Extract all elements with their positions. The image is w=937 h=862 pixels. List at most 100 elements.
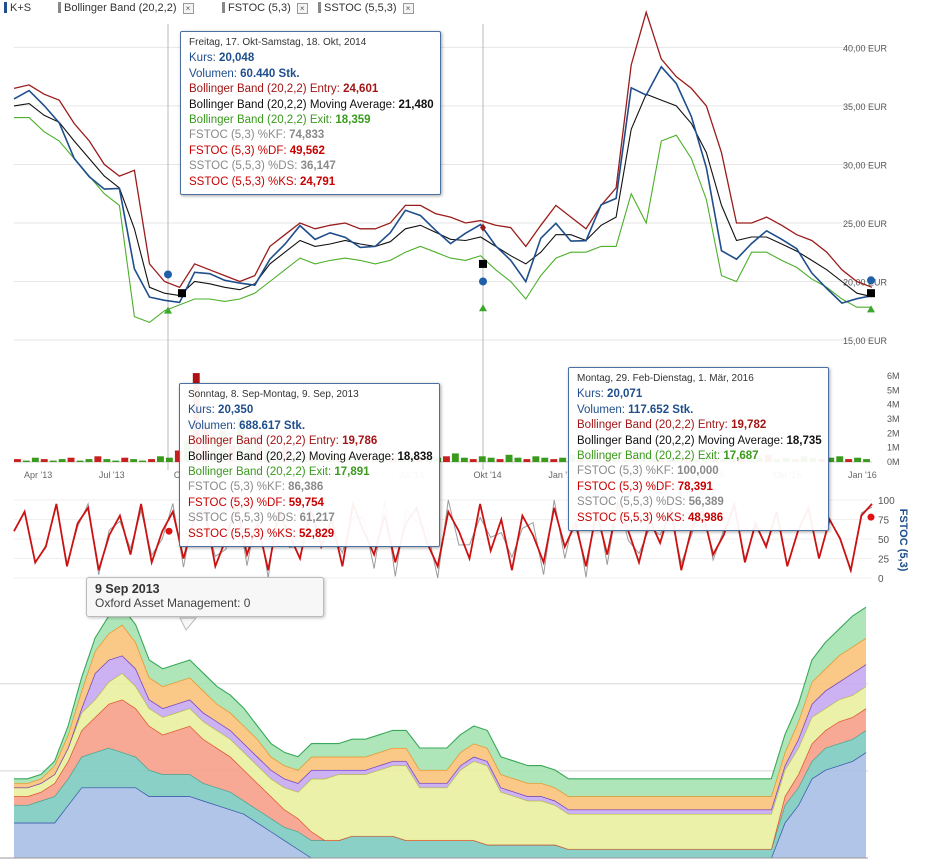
chart-legend: K+S Bollinger Band (20,2,2) × FSTOC (5,3)…: [0, 0, 937, 18]
area-layer: [14, 730, 866, 858]
y-tick-label: 40,00 EUR: [843, 43, 888, 53]
volume-bar: [121, 457, 129, 462]
osc-tick-label: 50: [878, 535, 890, 546]
tooltip-row: SSTOC (5,5,3) %KS: 52,829: [188, 527, 335, 540]
volume-bar: [174, 450, 182, 462]
volume-bar: [139, 460, 146, 462]
x-tick-label: Jul '13: [99, 470, 125, 480]
legend-item-sstoc[interactable]: SSTOC (5,5,3) ×: [318, 2, 414, 14]
volume-tick-label: 2M: [887, 428, 900, 438]
volume-bar: [836, 456, 844, 462]
area-layer: [14, 673, 866, 850]
tooltip-row: Bollinger Band (20,2,2) Exit: 17,891: [188, 466, 370, 479]
volume-tick-label: 4M: [887, 400, 900, 410]
osc-tick-label: 0: [878, 574, 884, 585]
close-icon[interactable]: ×: [182, 3, 194, 14]
volume-bar: [827, 457, 835, 462]
osc-tick-label: 100: [878, 496, 895, 507]
legend-item-bollinger[interactable]: Bollinger Band (20,2,2) ×: [58, 2, 194, 14]
volume-bar: [532, 456, 540, 462]
tooltip-row: Bollinger Band (20,2,2) Exit: 17,687: [577, 450, 759, 463]
volume-bar: [451, 453, 459, 462]
y-tick-label: 30,00 EUR: [843, 160, 888, 170]
volume-bar: [514, 457, 522, 462]
callout-text: Oxford Asset Management: 0: [95, 596, 251, 610]
tooltip-row: Volumen: 688.617 Stk.: [188, 419, 306, 432]
tooltip-oct-2014: Freitag, 17. Okt-Samstag, 18. Okt, 2014 K…: [180, 31, 441, 196]
tooltip-row: Bollinger Band (20,2,2) Moving Average: …: [188, 450, 433, 463]
tooltip-row: Volumen: 60.440 Stk.: [189, 67, 300, 80]
area-layer: [14, 699, 866, 850]
tooltip-row: Bollinger Band (20,2,2) Entry: 24,601: [189, 83, 379, 96]
point-marker: [867, 276, 875, 285]
y-tick-label: 20,00 EUR: [843, 277, 888, 287]
volume-bar: [76, 460, 84, 462]
legend-swatch: [4, 2, 7, 13]
x-tick-label: Jan '16: [848, 470, 877, 480]
volume-bar: [148, 459, 155, 462]
tooltip-feb-2016: Montag, 29. Feb-Dienstag, 1. Mär, 2016 Ku…: [568, 367, 829, 532]
volume-tick-label: 6M: [887, 371, 900, 381]
close-icon[interactable]: ×: [296, 3, 308, 14]
band-ma-line: [13, 93, 873, 298]
point-marker: [164, 270, 172, 279]
volume-tick-label: 3M: [887, 414, 900, 424]
tooltip-row: FSTOC (5,3) %KF: 100,000: [577, 465, 719, 478]
tooltip-row: FSTOC (5,3) %DF: 78,391: [577, 480, 713, 493]
volume-bar: [443, 456, 450, 462]
x-tick-label: Apr '13: [24, 470, 52, 480]
volume-bar: [854, 457, 861, 462]
point-marker: [479, 277, 487, 286]
volume-bar: [863, 459, 870, 462]
volume-bar: [478, 456, 486, 462]
tooltip-row: SSTOC (5,5,3) %DS: 56,389: [577, 496, 724, 509]
callout-date: 9 Sep 2013: [95, 582, 160, 596]
tooltip-header: Sonntag, 8. Sep-Montag, 9. Sep, 2013: [188, 389, 359, 400]
legend-swatch: [318, 2, 321, 13]
tooltip-row: Bollinger Band (20,2,2) Moving Average: …: [189, 98, 434, 111]
tooltip-header: Montag, 29. Feb-Dienstag, 1. Mär, 2016: [577, 373, 754, 384]
legend-item-fstoc[interactable]: FSTOC (5,3) ×: [222, 2, 308, 14]
price-line: [13, 65, 873, 304]
volume-bar: [85, 459, 93, 462]
area-layer: [14, 624, 866, 810]
tooltip-row: FSTOC (5,3) %DF: 49,562: [189, 144, 325, 157]
volume-bar: [67, 457, 75, 462]
close-icon[interactable]: ×: [402, 3, 414, 14]
tooltip-row: FSTOC (5,3) %DF: 59,754: [188, 496, 324, 509]
volume-bar: [523, 459, 531, 462]
volume-bar: [130, 459, 138, 462]
volume-bar: [505, 454, 513, 462]
volume-bar: [845, 459, 853, 462]
volume-bar: [40, 459, 48, 462]
legend-item-ks[interactable]: K+S: [4, 2, 31, 14]
volume-bar: [14, 459, 21, 462]
volume-bar: [112, 460, 120, 462]
volume-bar: [165, 457, 173, 462]
area-layer: [14, 607, 866, 797]
volume-tick-label: 0M: [887, 457, 900, 467]
tooltip-row: Kurs: 20,350: [188, 404, 254, 417]
y-tick-label: 25,00 EUR: [843, 219, 888, 229]
point-marker: [178, 289, 186, 298]
volume-tick-label: 5M: [887, 385, 900, 395]
tooltip-row: Bollinger Band (20,2,2) Moving Average: …: [577, 434, 822, 447]
volume-bar: [58, 459, 66, 462]
band-exit-line: [14, 117, 872, 324]
volume-bar: [22, 460, 30, 462]
tooltip-row: Bollinger Band (20,2,2) Entry: 19,786: [188, 435, 378, 448]
volume-bar: [550, 459, 558, 462]
tooltip-sep-2013: Sonntag, 8. Sep-Montag, 9. Sep, 2013 Kurs…: [179, 383, 440, 548]
tooltip-row: Bollinger Band (20,2,2) Entry: 19,782: [577, 419, 767, 432]
point-marker: [867, 305, 875, 313]
volume-bar: [469, 459, 477, 462]
tooltip-row: SSTOC (5,5,3) %DS: 36,147: [189, 160, 336, 173]
tooltip-row: Kurs: 20,071: [577, 388, 643, 401]
area-layer-edge: [14, 606, 867, 780]
tooltip-row: Bollinger Band (20,2,2) Exit: 18,359: [189, 114, 371, 127]
tooltip-header: Freitag, 17. Okt-Samstag, 18. Okt, 2014: [189, 37, 367, 48]
point-marker: [480, 223, 486, 232]
band-entry-line: [13, 10, 873, 289]
volume-bar: [31, 457, 39, 462]
shareholder-area-panel: [0, 606, 868, 859]
